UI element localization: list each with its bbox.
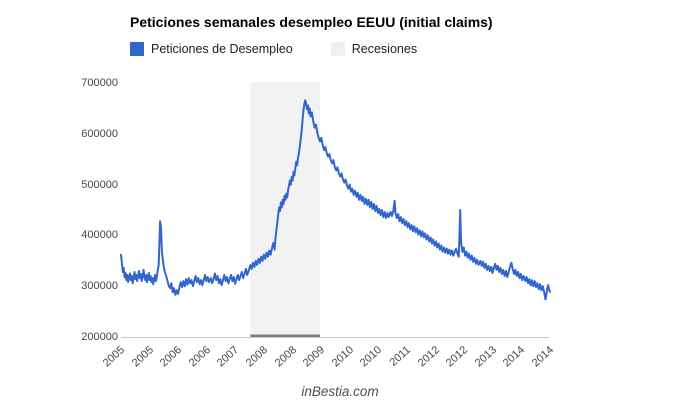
legend-item-claims: Peticiones de Desempleo (130, 42, 293, 56)
recession-band (250, 82, 321, 337)
y-tick-label: 300000 (81, 280, 118, 293)
recession-band-baseline (250, 334, 321, 338)
legend-item-recessions: Recesiones (330, 42, 418, 56)
claims-series-swatch (130, 42, 144, 56)
claims-line-series (120, 99, 551, 301)
legend-label-recessions: Recesiones (351, 42, 418, 56)
y-tick-label: 700000 (81, 77, 118, 89)
y-tick-label: 200000 (81, 331, 118, 343)
watermark: inBestia.com (301, 384, 379, 399)
y-tick-label: 500000 (81, 178, 118, 191)
y-tick-label: 400000 (81, 229, 118, 242)
legend-label-claims: Peticiones de Desempleo (151, 42, 293, 56)
chart-legend: Peticiones de Desempleo Recesiones (130, 42, 417, 56)
chart-title: Peticiones semanales desempleo EEUU (ini… (130, 14, 493, 30)
recessions-series-swatch (330, 42, 345, 56)
y-tick-label: 600000 (81, 127, 118, 140)
